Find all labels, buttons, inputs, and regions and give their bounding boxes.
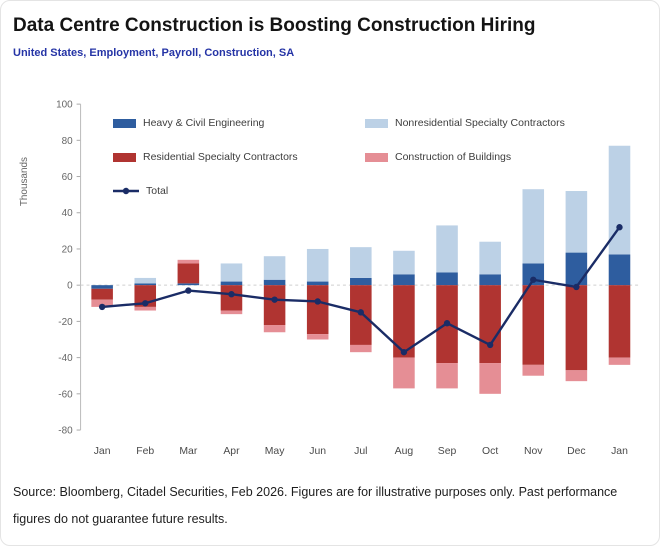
svg-text:0: 0 [67, 281, 73, 292]
svg-text:-20: -20 [58, 317, 73, 328]
svg-text:60: 60 [62, 172, 74, 183]
svg-text:Jun: Jun [309, 446, 326, 457]
svg-text:80: 80 [62, 136, 74, 147]
stacked-bar-chart: -80 -60 -40 -20 0 20 40 60 80 100 Thousands Jan Feb M… [19, 100, 642, 457]
legend-label-nonres-specialty: Nonresidential Specialty Contractors [395, 117, 565, 129]
svg-text:Dec: Dec [567, 446, 586, 457]
svg-text:Aug: Aug [395, 446, 414, 457]
legend-label-heavy-civil: Heavy & Civil Engineering [143, 117, 265, 129]
construction-buildings-swatch-icon [365, 152, 388, 162]
svg-text:40: 40 [62, 208, 74, 219]
svg-text:Nov: Nov [524, 446, 543, 457]
legend-label-total: Total [146, 185, 169, 197]
svg-text:-40: -40 [58, 353, 73, 364]
svg-text:May: May [265, 446, 285, 457]
svg-text:Thousands: Thousands [19, 157, 30, 206]
svg-text:Feb: Feb [136, 446, 154, 457]
svg-text:Sep: Sep [438, 446, 457, 457]
svg-text:-60: -60 [58, 389, 73, 400]
svg-text:Jul: Jul [354, 446, 367, 457]
svg-text:Mar: Mar [179, 446, 197, 457]
heavy-civil-swatch-icon [113, 118, 136, 128]
chart-area: Heavy & Civil Engineering Nonresidential… [13, 89, 649, 467]
legend-item-nonres-specialty: Nonresidential Specialty Contractors [365, 117, 565, 129]
legend-item-res-specialty: Residential Specialty Contractors [113, 151, 298, 163]
svg-text:Jan: Jan [94, 446, 111, 457]
total-line-swatch-icon [113, 186, 139, 196]
res-specialty-swatch-icon [113, 152, 136, 162]
svg-text:100: 100 [56, 100, 73, 111]
legend-item-construction-buildings: Construction of Buildings [365, 151, 511, 163]
legend-label-res-specialty: Residential Specialty Contractors [143, 151, 298, 163]
svg-text:Apr: Apr [223, 446, 240, 457]
svg-text:Jan: Jan [611, 446, 628, 457]
legend-label-construction-buildings: Construction of Buildings [395, 151, 512, 163]
nonres-specialty-swatch-icon [365, 118, 388, 128]
chart-subtitle: United States, Employment, Payroll, Cons… [13, 47, 295, 59]
svg-text:20: 20 [62, 244, 74, 255]
legend-item-total: Total [113, 185, 168, 197]
legend-item-heavy-civil: Heavy & Civil Engineering [113, 117, 264, 129]
svg-text:-80: -80 [58, 426, 73, 437]
page-title: Data Centre Construction is Boosting Con… [13, 15, 536, 36]
source-note: Source: Bloomberg, Citadel Securities, F… [13, 485, 618, 526]
svg-text:Oct: Oct [482, 446, 498, 457]
